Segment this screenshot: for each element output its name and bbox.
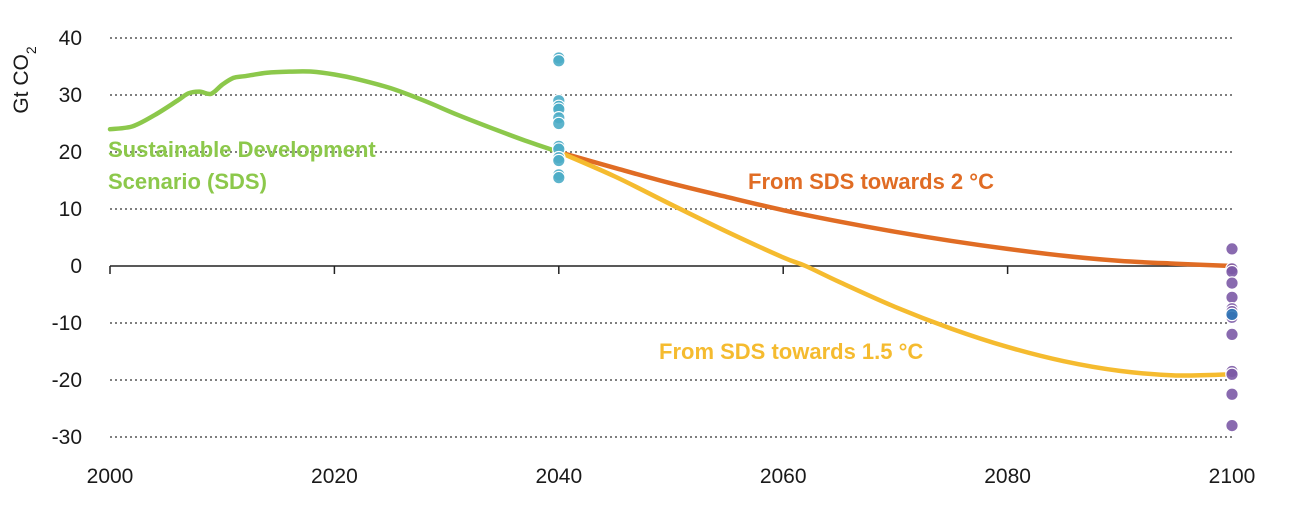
scatter-point xyxy=(551,116,566,131)
y-tick-label: 30 xyxy=(59,84,82,107)
x-tick-label: 2060 xyxy=(760,465,807,488)
y-tick-label: -10 xyxy=(52,312,82,335)
gridlines xyxy=(110,37,1232,438)
y-tick-label: 10 xyxy=(59,198,82,221)
scatter-point xyxy=(1225,387,1239,402)
scatter-point xyxy=(551,170,566,185)
x-tick-labels: 2000 2020 2040 2060 2080 2100 xyxy=(87,465,1256,488)
scatter-point xyxy=(1225,276,1239,290)
y-tick-label: 20 xyxy=(59,141,82,164)
x-tick-label: 2100 xyxy=(1209,465,1256,488)
series-labels: Sustainable Development Scenario (SDS) Fro… xyxy=(108,137,994,364)
x-tick-label: 2040 xyxy=(535,465,582,488)
x-tick-label: 2020 xyxy=(311,465,358,488)
scatter-point xyxy=(1225,367,1239,382)
towards-1-5c-line xyxy=(556,149,1235,378)
y-tick-labels: 40 30 20 10 0 -10 -20 -30 xyxy=(52,27,82,449)
scatter-point xyxy=(1225,290,1239,305)
series-lines xyxy=(107,69,1235,378)
sds-label: Sustainable Development Scenario (SDS) xyxy=(108,137,376,194)
towards-2c-line xyxy=(556,149,1235,269)
scatter-point xyxy=(551,53,566,68)
scatter-point xyxy=(1225,307,1239,322)
towards-1-5c-label: From SDS towards 1.5 °C xyxy=(659,339,923,364)
y-axis-label: Gt CO2 xyxy=(10,46,39,114)
axes xyxy=(109,265,1233,274)
scatter-point xyxy=(1225,242,1239,256)
scatter-point xyxy=(1225,264,1239,279)
y-tick-label: 40 xyxy=(59,27,82,50)
y-tick-label: -30 xyxy=(52,426,82,449)
scatter-point xyxy=(1225,418,1239,433)
y-tick-label: -20 xyxy=(52,369,82,392)
x-tick-label: 2000 xyxy=(87,465,134,488)
y-tick-label: 0 xyxy=(70,255,82,278)
scatter-point xyxy=(551,153,566,168)
towards-2c-label: From SDS towards 2 °C xyxy=(748,169,994,194)
scatter-points xyxy=(551,51,1239,433)
sds-line xyxy=(107,69,562,155)
x-tick-label: 2080 xyxy=(984,465,1031,488)
scatter-point xyxy=(1225,327,1239,342)
